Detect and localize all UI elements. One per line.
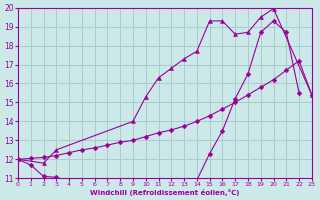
X-axis label: Windchill (Refroidissement éolien,°C): Windchill (Refroidissement éolien,°C) — [90, 189, 240, 196]
